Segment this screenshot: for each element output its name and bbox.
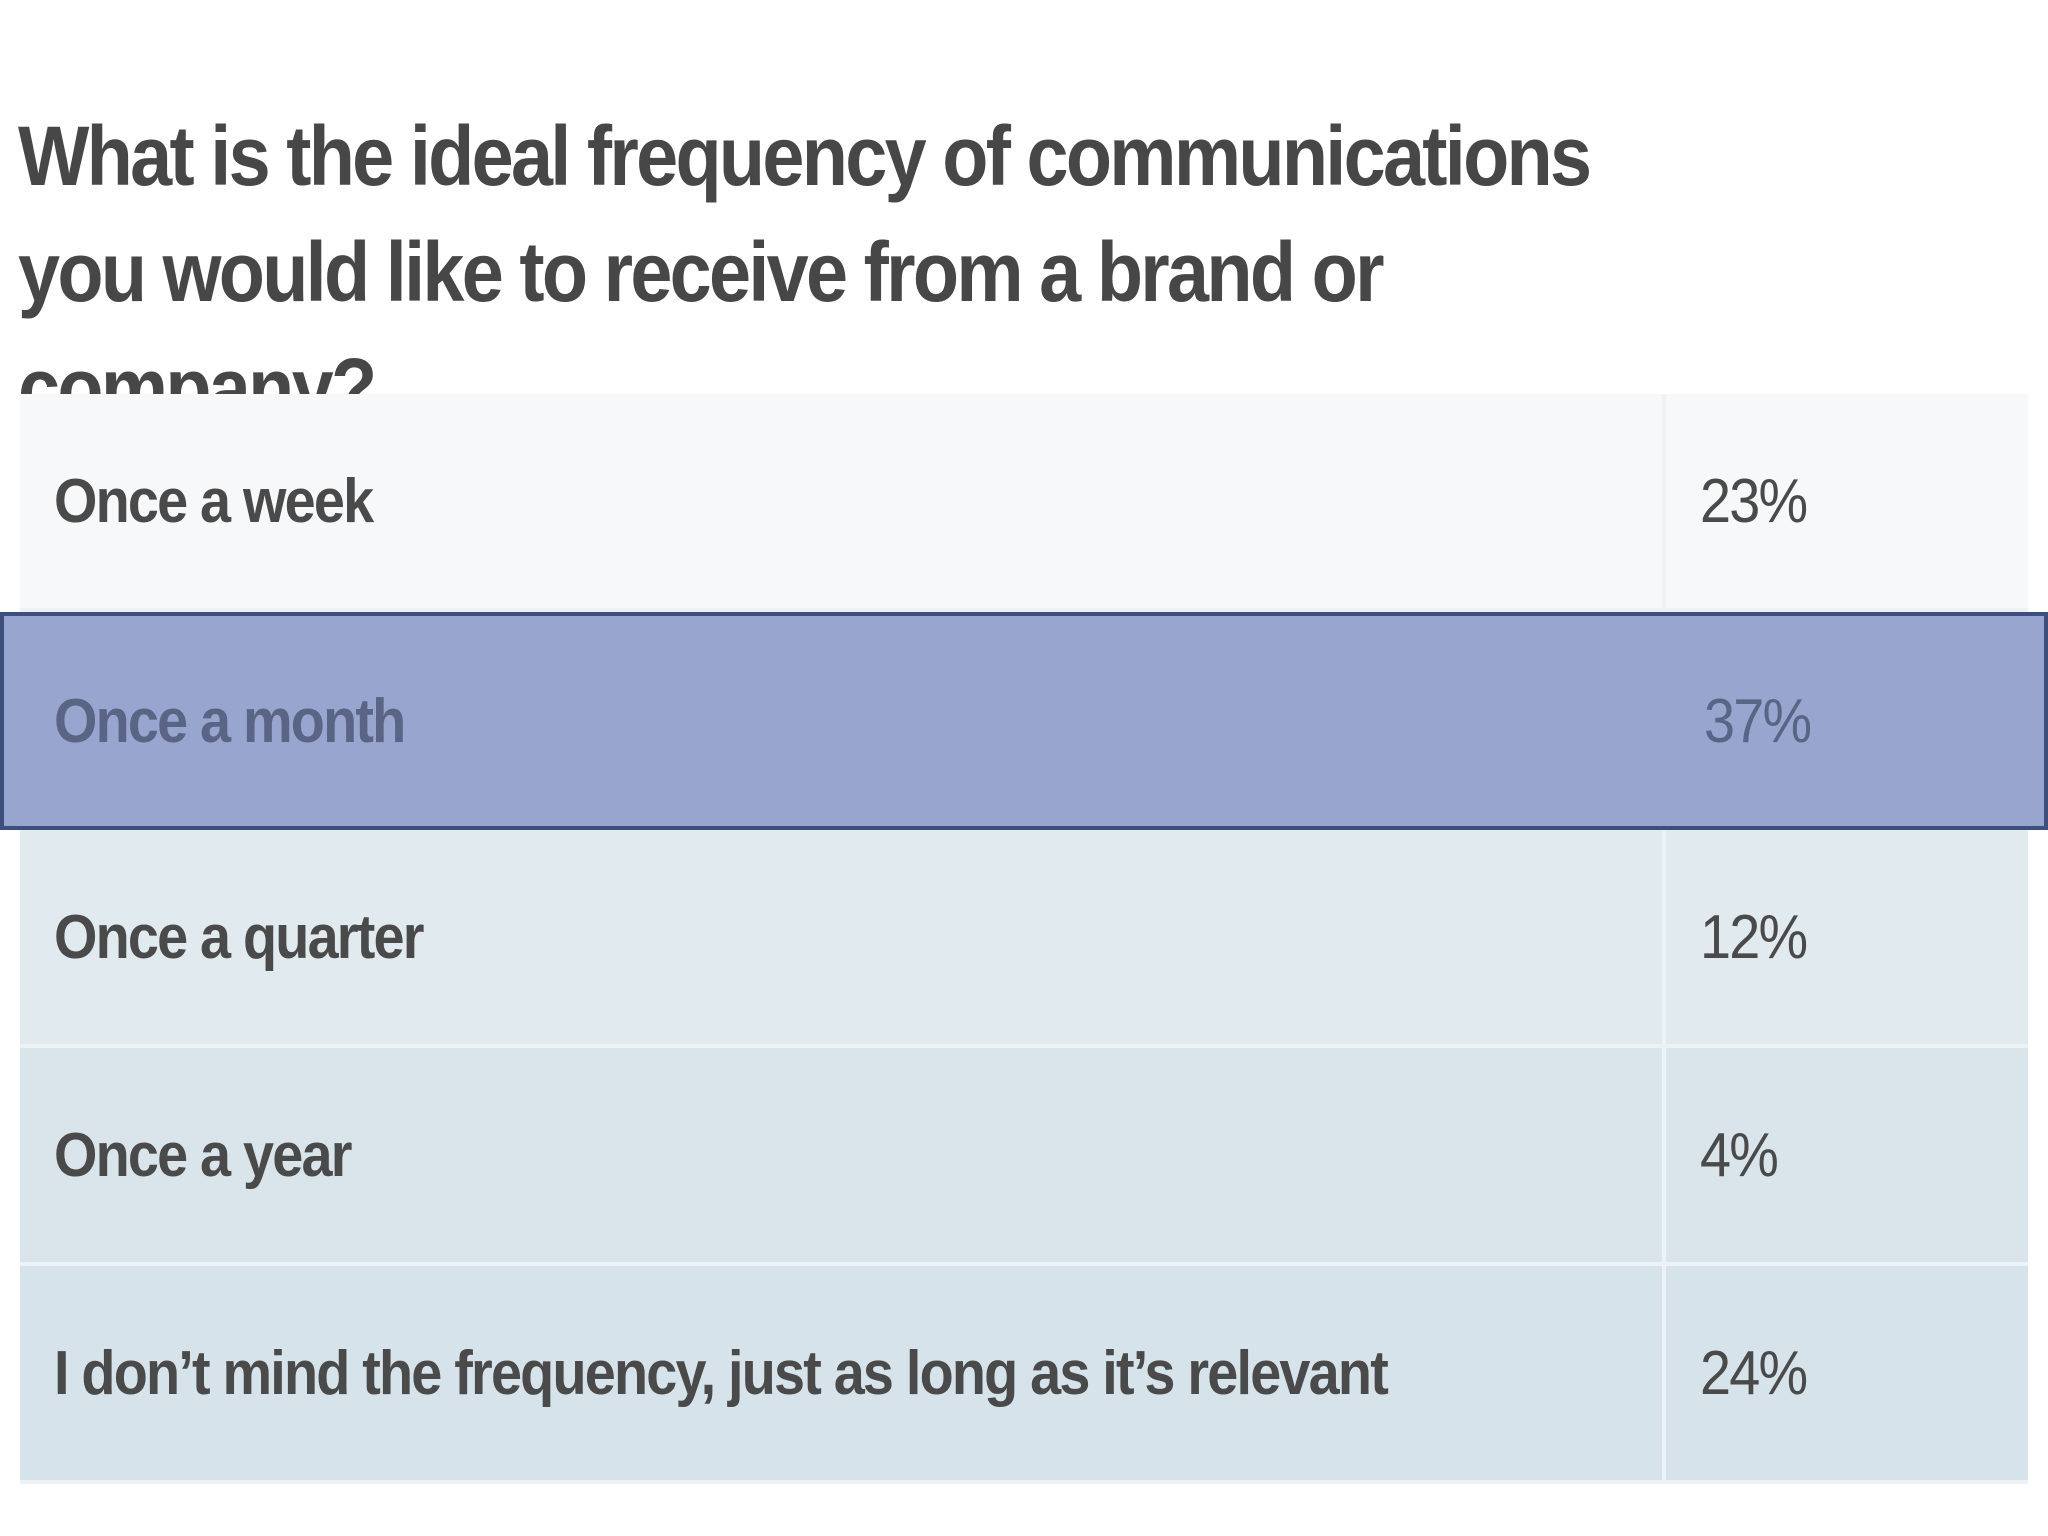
row-label: Once a month	[54, 686, 406, 756]
chart-title: What is the ideal frequency of communica…	[18, 109, 1592, 435]
row-value: 12%	[1700, 902, 1808, 972]
row-value: 24%	[1700, 1338, 1808, 1408]
row-label: Once a week	[54, 466, 374, 536]
row-value: 37%	[1704, 686, 1812, 756]
table-row: Once a quarter 12%	[20, 830, 2028, 1048]
row-value: 4%	[1700, 1120, 1779, 1190]
row-label: Once a quarter	[54, 902, 424, 972]
row-label: I don’t mind the frequency, just as long…	[54, 1338, 1389, 1408]
table-row: Once a year 4%	[20, 1048, 2028, 1266]
table-row: Once a week 23%	[20, 394, 2028, 612]
table-row-highlighted: Once a month 37%	[0, 612, 2048, 830]
survey-results-table: Once a week 23% Once a month 37% Once a …	[0, 394, 2048, 1484]
row-value: 23%	[1700, 466, 1808, 536]
table-row: I don’t mind the frequency, just as long…	[20, 1266, 2028, 1484]
row-label-cell: Once a quarter	[20, 830, 1666, 1044]
row-label-cell: Once a year	[20, 1048, 1666, 1262]
row-label-cell: I don’t mind the frequency, just as long…	[20, 1266, 1666, 1480]
row-label-cell: Once a month	[4, 616, 1650, 826]
row-label: Once a year	[54, 1120, 352, 1190]
row-label-cell: Once a week	[20, 394, 1666, 608]
